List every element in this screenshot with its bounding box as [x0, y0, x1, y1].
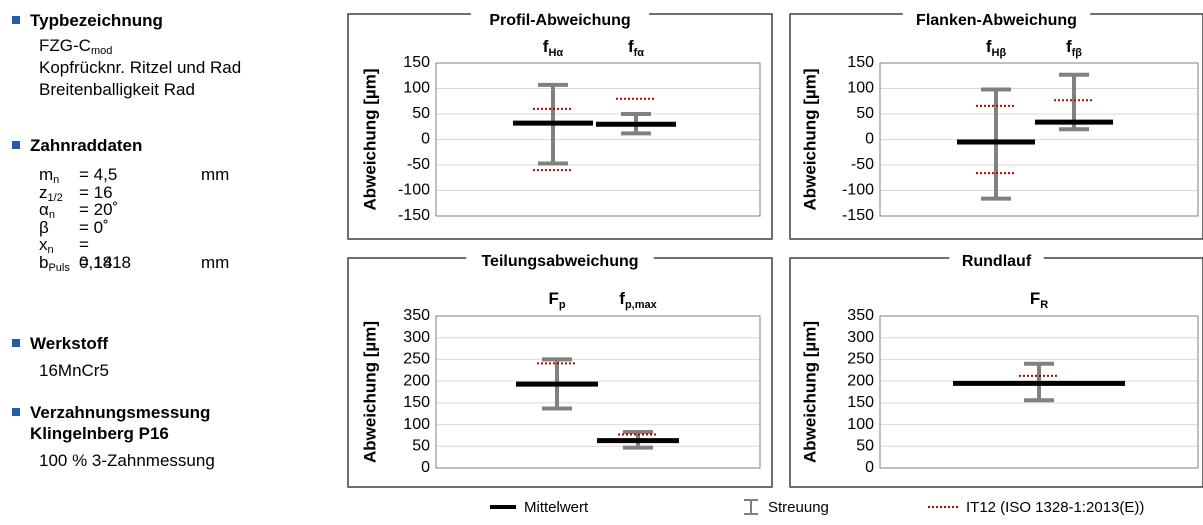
y-tick-label: 0	[421, 131, 430, 148]
y-tick-label: 50	[412, 438, 430, 455]
zahnrad-heading: Zahnraddaten	[30, 136, 143, 155]
title-backdrop	[949, 250, 1044, 266]
series-2: ffβ	[1035, 37, 1113, 132]
y-tick-label: -50	[407, 156, 430, 173]
chart-panel-2: Flanken-Abweichung 150 100 50 0 -50 -100 -150 Ab…	[789, 6, 1203, 240]
y-tick-label: -150	[398, 207, 430, 224]
series-1: fHβ	[957, 37, 1035, 201]
chart-panel-4: Rundlauf 350 300 250 200 150 100 50 0 Abweichung …	[789, 250, 1203, 488]
y-tick-label: 250	[847, 351, 874, 368]
y-tick-label: -100	[842, 182, 874, 199]
series-1: FR	[953, 289, 1125, 403]
typ-heading: Typbezeichnung	[30, 11, 163, 30]
y-tick-label: 350	[403, 307, 430, 324]
bullet-icon	[12, 16, 20, 24]
y-tick-label: 100	[403, 416, 430, 433]
y-tick-label: 150	[847, 394, 874, 411]
plot-area	[435, 62, 761, 217]
zahnrad-section: Zahnraddaten mn = 4,5 mm z1/2 = 16 αn = 20˚ …	[12, 135, 230, 274]
series-label: FR	[1030, 289, 1048, 311]
y-tick-label: 200	[847, 372, 874, 389]
y-tick-label: -50	[851, 156, 874, 173]
legend-spread: Streuung	[742, 494, 829, 520]
designation: FZG-Cmod	[39, 36, 113, 57]
y-axis-label: Abweichung [µm]	[800, 321, 819, 463]
series-label: ffα	[628, 37, 644, 59]
y-axis-label: Abweichung [µm]	[360, 68, 379, 210]
mean-line-icon	[490, 505, 516, 509]
chart-title: Flanken-Abweichung	[916, 12, 1077, 29]
chart-panel-1: Profil-Abweichung 150 100 50 0 -50 -100 -150 Abw…	[347, 6, 773, 240]
series-2: ffα	[596, 37, 676, 136]
werkstoff-heading: Werkstoff	[30, 334, 109, 353]
param-row: z1/2 = 16	[39, 182, 113, 204]
chart-title: Teilungsabweichung	[481, 253, 638, 270]
param-row: αn = 20˚	[39, 200, 119, 221]
y-tick-label: 0	[865, 131, 874, 148]
y-tick-label: 0	[865, 459, 874, 476]
param-row: mn = 4,5 mm	[39, 165, 230, 186]
chart-title: Profil-Abweichung	[489, 12, 630, 29]
bullet-icon	[12, 141, 20, 149]
chart-panel-3: Teilungsabweichung 350 300 250 200 150 100 50 0 A…	[347, 250, 773, 488]
y-tick-label: 250	[403, 351, 430, 368]
typ-line-2: Breitenballigkeit Rad	[39, 80, 195, 99]
y-tick-label: 100	[403, 80, 430, 97]
legend-mean: Mittelwert	[490, 494, 588, 520]
legend-tolerance: IT12 (ISO 1328-1:2013(E))	[928, 494, 1144, 520]
param-row: bPuls = 14 mm	[39, 252, 230, 274]
info-panel: Typbezeichnung FZG-Cmod Kopfrücknr. Ritz…	[0, 0, 330, 525]
y-tick-label: 200	[403, 372, 430, 389]
title-backdrop	[466, 250, 654, 266]
series-2: fp,max	[597, 289, 679, 450]
y-tick-label: 100	[847, 80, 874, 97]
series-1: Fp	[516, 289, 598, 411]
series-label: Fp	[548, 289, 565, 311]
title-backdrop	[470, 6, 650, 22]
title-backdrop	[902, 6, 1091, 22]
werkstoff-section: Werkstoff 16MnCr5	[12, 333, 109, 382]
tolerance-line-icon	[928, 506, 958, 508]
messung-heading-2: Klingelnberg P16	[30, 424, 169, 443]
y-tick-label: 300	[847, 329, 874, 346]
y-tick-label: 350	[847, 307, 874, 324]
y-tick-label: 300	[403, 329, 430, 346]
series-1: fHα	[513, 37, 593, 172]
y-tick-label: 0	[421, 459, 430, 476]
y-tick-label: 50	[412, 105, 430, 122]
series-label: fHα	[543, 37, 564, 59]
typ-section: Typbezeichnung FZG-Cmod Kopfrücknr. Ritz…	[12, 10, 241, 101]
y-tick-label: 50	[856, 438, 874, 455]
y-axis-label: Abweichung [µm]	[360, 321, 379, 463]
y-tick-label: 150	[403, 54, 430, 71]
werkstoff-value: 16MnCr5	[39, 361, 109, 380]
chart-title: Rundlauf	[962, 253, 1032, 270]
y-tick-label: 150	[403, 394, 430, 411]
messung-heading-1: Verzahnungsmessung	[30, 403, 211, 422]
plot-area	[879, 315, 1199, 469]
y-tick-label: 150	[847, 54, 874, 71]
messung-section: Verzahnungsmessung Klingelnberg P16 100 …	[12, 402, 215, 472]
messung-value: 100 % 3-Zahnmessung	[39, 451, 215, 470]
y-tick-label: -100	[398, 182, 430, 199]
y-tick-label: -150	[842, 207, 874, 224]
series-label: fp,max	[619, 289, 657, 311]
param-row: β = 0˚	[39, 217, 109, 237]
y-tick-label: 50	[856, 105, 874, 122]
spread-bar-icon	[744, 499, 758, 515]
typ-line-1: Kopfrücknr. Ritzel und Rad	[39, 58, 242, 77]
series-label: ffβ	[1066, 37, 1082, 59]
y-axis-label: Abweichung [µm]	[800, 68, 819, 210]
bullet-icon	[12, 339, 20, 347]
plot-area	[435, 315, 761, 469]
bullet-icon	[12, 408, 20, 416]
param-row: xn = 0,1818	[39, 235, 131, 272]
param-list: mn = 4,5 mm z1/2 = 16 αn = 20˚ β = 0˚ xn = 0,1…	[12, 165, 230, 274]
plot-area	[879, 62, 1199, 217]
series-label: fHβ	[986, 37, 1007, 59]
y-tick-label: 100	[847, 416, 874, 433]
